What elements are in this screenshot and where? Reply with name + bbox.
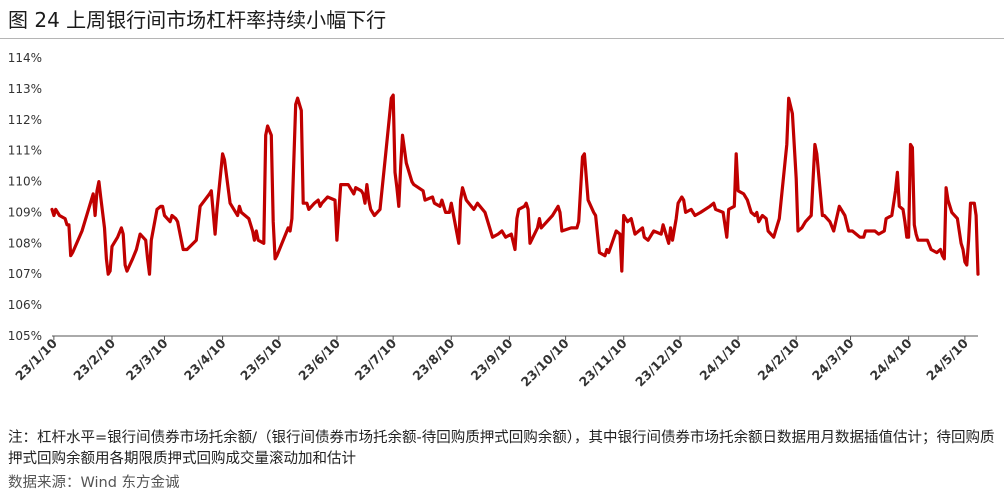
y-tick-label: 105% bbox=[8, 329, 42, 343]
y-tick-label: 114% bbox=[8, 51, 42, 65]
y-tick-label: 106% bbox=[8, 298, 42, 312]
series-layer bbox=[50, 93, 980, 276]
x-tick-label: 23/6/10 bbox=[295, 335, 343, 383]
y-tick-label: 108% bbox=[8, 236, 42, 250]
y-tick-label: 112% bbox=[8, 113, 42, 127]
x-tick-label: 24/4/10 bbox=[867, 335, 915, 383]
x-tick-label: 23/9/10 bbox=[468, 335, 516, 383]
x-tick-label: 23/2/10 bbox=[70, 335, 118, 383]
leverage-line-chart: 105% 106% 107% 108% 109% 110% 111% 112% 113% 114%… bbox=[8, 51, 980, 389]
y-axis: 105% 106% 107% 108% 109% 110% 111% 112% 113% 114% bbox=[8, 51, 42, 343]
x-tick-label: 24/3/10 bbox=[809, 335, 857, 383]
figure-title: 图 24 上周银行间市场杠杆率持续小幅下行 bbox=[8, 8, 387, 32]
y-tick-label: 107% bbox=[8, 267, 42, 281]
y-tick-label: 110% bbox=[8, 175, 42, 189]
x-tick-label: 23/3/10 bbox=[123, 335, 171, 383]
x-tick-label: 24/2/10 bbox=[754, 335, 802, 383]
footnote: 注：杠杆水平=银行间债券市场托余额/（银行间债券市场托余额-待回购质押式回购余额… bbox=[8, 430, 995, 467]
data-source: 数据来源：Wind 东方金诚 bbox=[8, 475, 180, 491]
x-tick-label: 24/5/10 bbox=[923, 335, 971, 383]
x-tick-label: 23/8/10 bbox=[410, 335, 458, 383]
y-tick-label: 111% bbox=[8, 144, 42, 158]
x-tick-label: 23/4/10 bbox=[181, 335, 229, 383]
x-tick-label: 23/7/10 bbox=[351, 335, 399, 383]
y-tick-label: 109% bbox=[8, 205, 42, 219]
x-tick-label: 23/11/10 bbox=[576, 335, 630, 389]
x-tick-label: 23/10/10 bbox=[518, 335, 572, 389]
x-tick-label: 24/1/10 bbox=[696, 335, 744, 383]
x-tick-label: 23/12/10 bbox=[632, 335, 686, 389]
title-divider bbox=[0, 38, 1004, 39]
x-tick-label: 23/5/10 bbox=[237, 335, 285, 383]
y-tick-label: 113% bbox=[8, 82, 42, 96]
leverage-series-line bbox=[50, 93, 980, 276]
x-axis: 23/1/10 23/2/10 23/3/10 23/4/10 23/5/10 23/6/… bbox=[12, 335, 978, 389]
